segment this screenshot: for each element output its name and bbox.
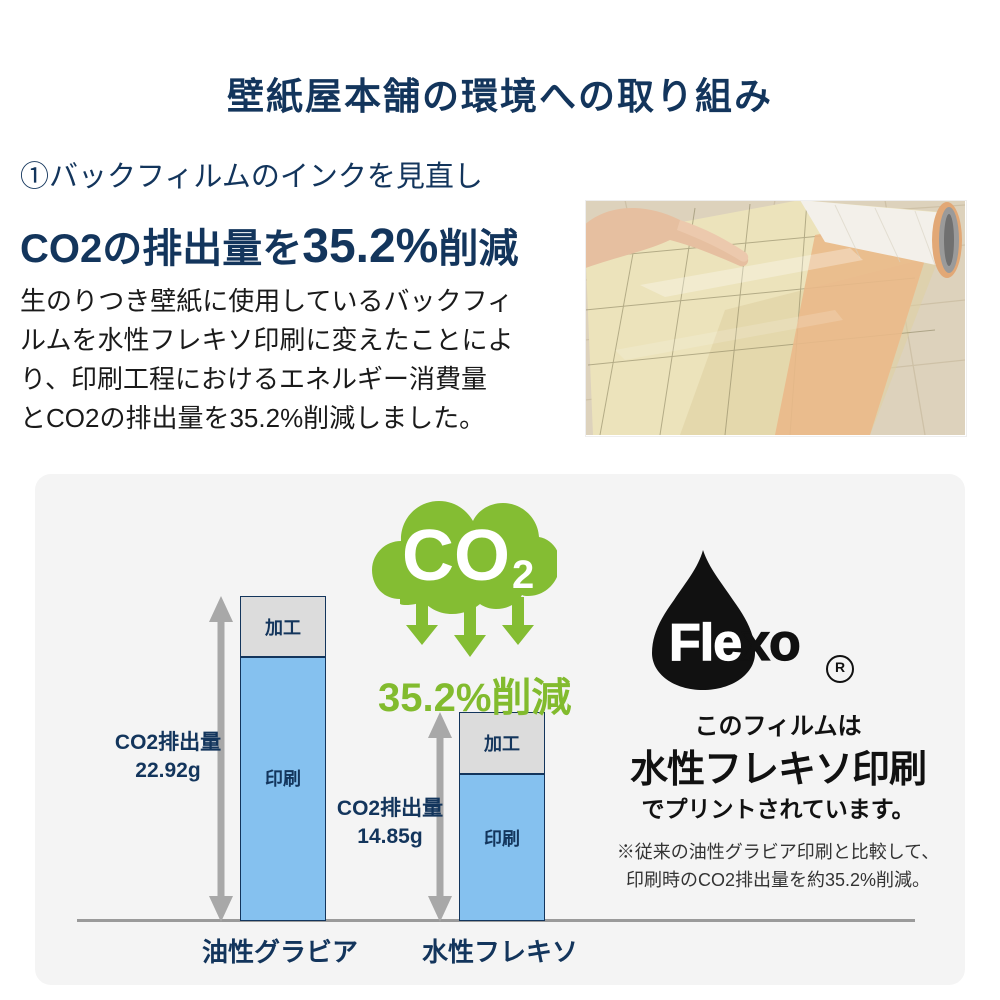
svg-text:2: 2 — [512, 553, 534, 597]
svg-text:CO: CO — [402, 516, 510, 596]
